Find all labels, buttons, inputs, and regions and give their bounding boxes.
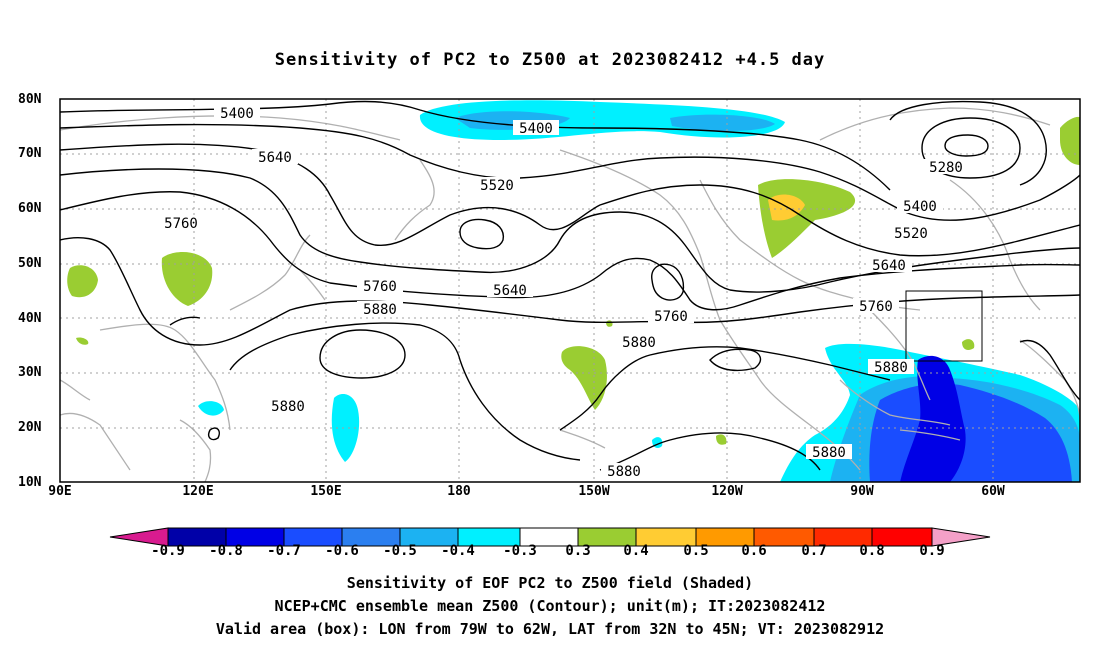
- shade-green-india: [67, 265, 98, 298]
- colorbar-label: 0.6: [741, 543, 767, 559]
- map-frame: [59, 98, 1081, 483]
- colorbar-label: -0.5: [383, 543, 417, 559]
- contour-label: 5640: [258, 150, 292, 166]
- lon-label: 150W: [578, 484, 610, 499]
- lon-label: 120W: [711, 484, 743, 499]
- contour-label-group: 5400 5400 5280 5400 5640 5520 5520 5760 …: [158, 105, 969, 480]
- shade-cyan-west-pacific-1: [198, 401, 224, 416]
- shade-green-china: [161, 252, 213, 306]
- contour-label: 5280: [929, 160, 963, 176]
- contour-label: 5880: [812, 445, 846, 461]
- colorbar-label: -0.7: [267, 543, 301, 559]
- shade-green-small-india: [76, 337, 89, 345]
- shade-yellow-canada: [768, 194, 805, 221]
- colorbar-label: -0.6: [325, 543, 359, 559]
- shade-green-small-pacific: [606, 320, 613, 327]
- colorbar-cell: [931, 527, 991, 547]
- contour-label: 5640: [872, 258, 906, 274]
- colorbar-label: 0.9: [919, 543, 945, 559]
- lat-label: 60N: [18, 201, 42, 216]
- shade-darkblue-atlantic: [900, 355, 966, 482]
- lat-label: 50N: [18, 256, 42, 271]
- lon-label: 60W: [981, 484, 1005, 499]
- contour-label: 5880: [363, 302, 397, 318]
- caption-shaded: Sensitivity of EOF PC2 to Z500 field (Sh…: [346, 574, 754, 592]
- contour-label: 5520: [894, 226, 928, 242]
- colorbar-label: 0.8: [859, 543, 885, 559]
- colorbar-label: 0.4: [623, 543, 649, 559]
- contour-label: 5400: [519, 121, 553, 137]
- contour-label: 5400: [220, 106, 254, 122]
- contour-label: 5760: [654, 309, 688, 325]
- coastlines: [60, 107, 1080, 482]
- shade-green-arctic-east: [1060, 116, 1080, 165]
- contour-label: 5640: [493, 283, 527, 299]
- lat-label: 70N: [18, 146, 42, 161]
- contour-label: 5760: [164, 216, 198, 232]
- colorbar-label: -0.9: [151, 543, 185, 559]
- graticule: [60, 99, 1080, 482]
- shade-green-small-mexico: [716, 434, 727, 445]
- lon-label: 90E: [48, 484, 72, 499]
- caption-valid-area: Valid area (box): LON from 79W to 62W, L…: [215, 620, 885, 638]
- contour-label: 5880: [874, 360, 908, 376]
- lat-label: 30N: [18, 365, 42, 380]
- lat-label: 40N: [18, 311, 42, 326]
- shade-green-central-pacific: [561, 346, 607, 410]
- colorbar-label: 0.5: [683, 543, 709, 559]
- lat-label: 80N: [18, 92, 42, 107]
- contour-label: 5880: [607, 464, 641, 480]
- contour-label: 5400: [903, 199, 937, 215]
- colorbar: [109, 527, 991, 547]
- lon-label: 180: [447, 484, 471, 499]
- lon-label: 120E: [182, 484, 214, 499]
- sensitivity-shading: [67, 100, 1080, 482]
- contour-label: 5880: [622, 335, 656, 351]
- lat-label: 20N: [18, 420, 42, 435]
- caption-contour: NCEP+CMC ensemble mean Z500 (Contour); u…: [274, 597, 826, 615]
- contour-label: 5760: [859, 299, 893, 315]
- colorbar-label: -0.4: [441, 543, 475, 559]
- contour-label: 5880: [271, 399, 305, 415]
- contour-label: 5760: [363, 279, 397, 295]
- colorbar-label: 0.3: [565, 543, 591, 559]
- shade-green-small-atlantic: [962, 339, 975, 350]
- lon-label: 90W: [850, 484, 874, 499]
- colorbar-label: -0.8: [209, 543, 243, 559]
- colorbar-label: -0.3: [503, 543, 537, 559]
- lat-label: 10N: [18, 475, 42, 490]
- shade-cyan-west-pacific-2: [331, 394, 360, 462]
- colorbar-label: 0.7: [801, 543, 827, 559]
- map-title: Sensitivity of PC2 to Z500 at 2023082412…: [274, 50, 826, 70]
- contour-label: 5520: [480, 178, 514, 194]
- lon-label: 150E: [310, 484, 342, 499]
- valid-area-box: [905, 290, 983, 362]
- shade-lightblue-north-pacific-2: [670, 114, 775, 131]
